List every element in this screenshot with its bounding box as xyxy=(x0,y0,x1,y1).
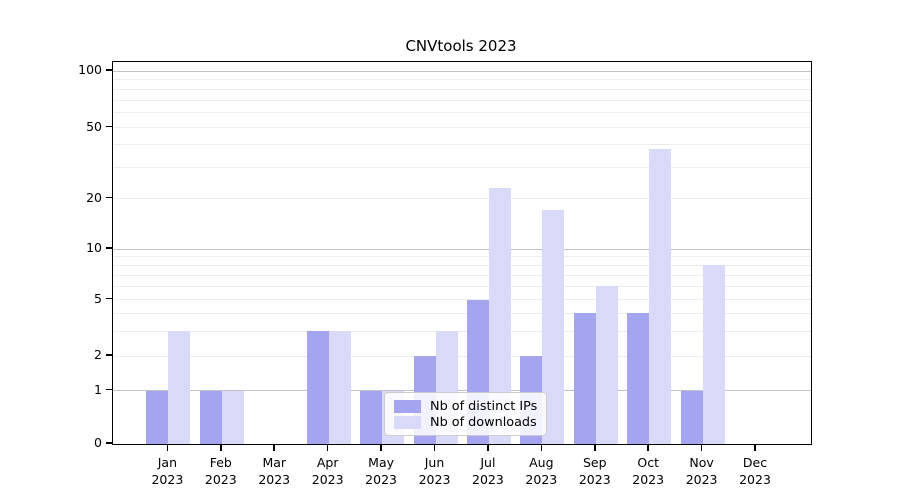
x-tick-label-apr: Apr 2023 xyxy=(311,455,344,487)
x-tick-label-sep: Sep 2023 xyxy=(578,455,611,487)
x-tick-label-feb: Feb 2023 xyxy=(204,455,237,487)
gridline-40 xyxy=(113,144,811,146)
x-tick-mark xyxy=(540,444,543,451)
x-tick-mark xyxy=(594,444,596,451)
gridline-50 xyxy=(113,127,811,128)
legend-label: Nb of downloads xyxy=(430,415,537,430)
x-tick-label-aug: Aug 2023 xyxy=(525,455,558,487)
y-tick-mark xyxy=(106,388,112,391)
gridline-9 xyxy=(113,256,811,258)
x-tick-mark xyxy=(647,444,649,451)
bar-oct-downloads xyxy=(649,148,672,444)
x-tick-mark xyxy=(166,444,169,451)
gridline-4 xyxy=(113,312,811,314)
legend-label: Nb of distinct IPs xyxy=(430,399,538,414)
y-tick-label: 50 xyxy=(86,118,102,134)
x-tick-label-nov: Nov 2023 xyxy=(685,455,718,487)
x-tick-label-jan: Jan 2023 xyxy=(151,455,184,487)
bar-nov-ips xyxy=(680,390,703,444)
bar-feb-ips xyxy=(199,390,222,444)
gridline-80 xyxy=(113,88,811,90)
y-tick-mark xyxy=(106,354,112,356)
legend-swatch-icon xyxy=(394,416,421,429)
y-tick-mark xyxy=(106,196,112,199)
x-tick-label-jun: Jun 2023 xyxy=(418,455,451,487)
y-tick-label: 20 xyxy=(86,189,102,205)
gridline-6 xyxy=(113,285,811,287)
bar-apr-ips xyxy=(306,331,329,444)
legend-entry: Nb of distinct IPs xyxy=(394,399,537,414)
x-tick-mark xyxy=(754,444,756,451)
bar-aug-downloads xyxy=(542,210,565,444)
bar-jan-downloads xyxy=(168,331,191,444)
chart-title: CNVtools 2023 xyxy=(405,37,517,55)
x-tick-label-oct: Oct 2023 xyxy=(632,455,665,487)
plot-area: Nb of distinct IPs Nb of downloads xyxy=(112,61,812,445)
y-tick-label: 5 xyxy=(94,290,102,306)
gridline-3 xyxy=(113,330,811,332)
legend: Nb of distinct IPs Nb of downloads xyxy=(384,392,547,436)
y-tick-label: 1 xyxy=(94,381,102,397)
gridline-90 xyxy=(113,79,811,81)
bar-feb-downloads xyxy=(221,390,244,444)
gridline-8 xyxy=(113,264,811,266)
y-tick-label: 2 xyxy=(94,347,102,362)
bar-jul-downloads xyxy=(488,187,511,444)
gridline-70 xyxy=(113,99,811,101)
legend-swatch-icon xyxy=(394,400,421,413)
y-tick-mark xyxy=(106,247,112,249)
gridline-10 xyxy=(113,248,811,250)
x-tick-label-may: May 2023 xyxy=(365,455,397,487)
x-tick-label-mar: Mar 2023 xyxy=(258,455,291,487)
gridline-60 xyxy=(113,112,811,114)
x-tick-mark xyxy=(700,444,703,451)
y-tick-label: 0 xyxy=(94,435,102,450)
y-tick-mark xyxy=(106,442,112,444)
x-tick-mark xyxy=(220,444,222,451)
x-tick-label-dec: Dec 2023 xyxy=(739,455,771,487)
gridline-30 xyxy=(113,166,811,168)
gridline-2 xyxy=(113,355,811,357)
gridline-100 xyxy=(113,70,811,72)
legend-entry: Nb of downloads xyxy=(394,415,537,430)
bar-sep-downloads xyxy=(595,286,618,444)
x-tick-mark xyxy=(433,444,436,451)
x-tick-label-jul: Jul 2023 xyxy=(472,455,504,487)
bar-oct-ips xyxy=(627,313,650,444)
bar-apr-downloads xyxy=(328,331,351,444)
y-tick-mark xyxy=(106,69,112,71)
y-tick-label: 10 xyxy=(86,240,102,255)
x-tick-mark xyxy=(380,444,382,451)
bar-nov-downloads xyxy=(702,265,725,444)
bar-sep-ips xyxy=(573,313,596,444)
bar-jan-ips xyxy=(146,390,169,444)
gridline-1 xyxy=(113,390,811,391)
x-tick-mark xyxy=(326,444,329,451)
x-tick-mark xyxy=(273,444,275,451)
bar-may-ips xyxy=(360,390,383,444)
gridline-7 xyxy=(113,274,811,276)
y-tick-mark xyxy=(106,125,112,128)
x-tick-mark xyxy=(487,444,489,451)
y-tick-mark xyxy=(106,297,112,300)
gridline-5 xyxy=(113,299,811,300)
gridline-20 xyxy=(113,198,811,199)
y-tick-label: 100 xyxy=(78,62,102,77)
